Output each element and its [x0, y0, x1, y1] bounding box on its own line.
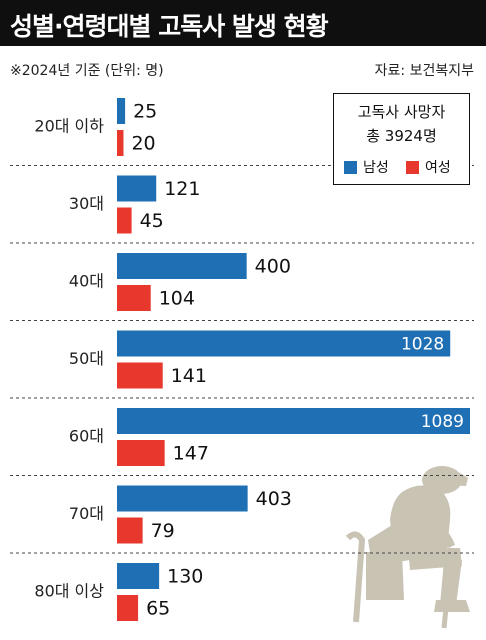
data-label-male: 121 — [164, 178, 200, 200]
legend-title: 고독사 사망자 — [357, 103, 446, 121]
data-label-male: 400 — [255, 256, 291, 278]
legend-box: 고독사 사망자 총 3924명 남성 여성 — [333, 93, 470, 185]
bar-female — [117, 595, 139, 621]
chart-title: 성별·연령대별 고독사 발생 현황 — [10, 12, 329, 41]
bar-female — [117, 440, 165, 466]
legend-total: 총 3924명 — [366, 127, 437, 145]
bar-male — [117, 563, 160, 589]
bar-male — [117, 330, 451, 357]
legend-item-female: 여성 — [406, 157, 451, 177]
category-label: 40대 — [69, 271, 104, 290]
elderly-person-silhouette-icon — [345, 466, 470, 629]
category-label: 50대 — [69, 349, 104, 368]
data-label-male: 25 — [133, 101, 157, 123]
bar-female — [117, 130, 124, 156]
data-label-female: 147 — [173, 443, 209, 465]
category-label: 20대 이하 — [34, 116, 104, 135]
bar-female — [117, 285, 151, 311]
bar-female — [117, 362, 163, 389]
bar-male — [117, 175, 157, 202]
legend-item-male: 남성 — [344, 157, 389, 177]
bar-male — [117, 98, 126, 124]
data-label-male: 130 — [167, 566, 203, 588]
source-note: 자료: 보건복지부 — [374, 63, 474, 79]
bar-male — [117, 408, 470, 434]
data-label-female: 45 — [140, 210, 164, 232]
title-bar: 성별·연령대별 고독사 발생 현황 — [0, 0, 486, 46]
bar-female — [117, 517, 143, 544]
category-label: 30대 — [69, 194, 104, 213]
data-label-female: 65 — [146, 598, 170, 620]
bar-female — [117, 207, 132, 234]
data-label-male: 403 — [256, 488, 292, 510]
data-label-male: 1028 — [401, 335, 444, 355]
legend-label-female: 여성 — [425, 160, 451, 176]
data-label-female: 79 — [151, 520, 175, 542]
chart-note: ※2024년 기준 (단위: 명) — [10, 63, 164, 79]
category-label: 60대 — [69, 426, 104, 445]
legend-swatch-male — [344, 161, 357, 174]
data-label-female: 20 — [131, 133, 155, 155]
legend-swatch-female — [406, 161, 419, 174]
legend-label-male: 남성 — [363, 160, 389, 176]
bar-male — [117, 485, 248, 512]
data-label-male: 1089 — [421, 412, 464, 432]
bar-male — [117, 253, 247, 279]
data-label-female: 141 — [171, 365, 207, 387]
category-label: 70대 — [69, 504, 104, 523]
category-label: 80대 이상 — [34, 581, 104, 600]
data-label-female: 104 — [159, 288, 195, 310]
